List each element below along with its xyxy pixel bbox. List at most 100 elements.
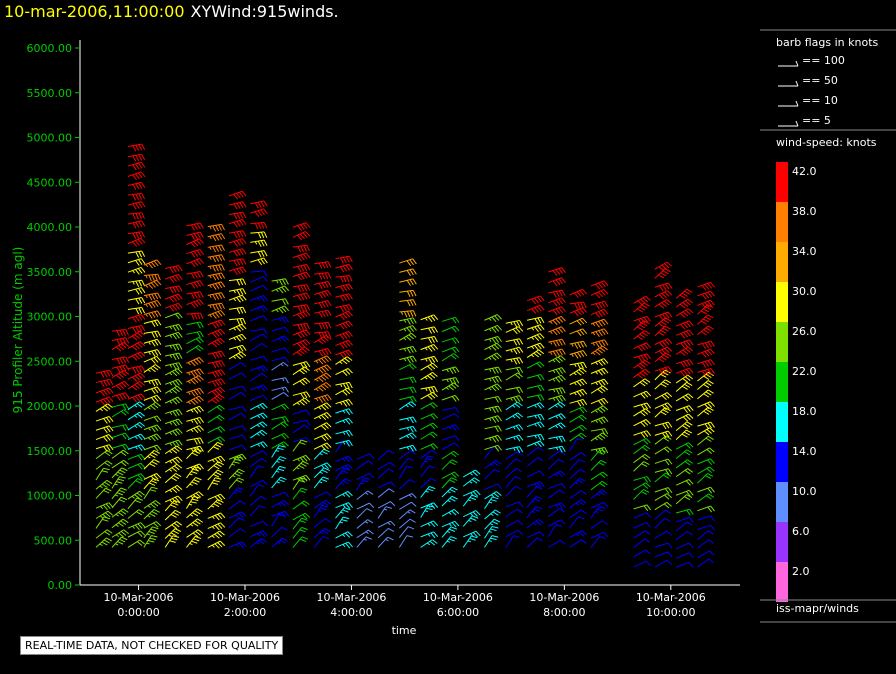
wind-barb	[526, 374, 545, 381]
wind-barb	[207, 404, 225, 414]
wind-barb	[164, 368, 183, 377]
wind-barb	[207, 530, 225, 539]
wind-barb	[420, 422, 438, 431]
wind-barb	[484, 509, 501, 520]
wind-barb	[420, 455, 435, 469]
wind-barb	[569, 414, 587, 423]
wind-barb	[165, 362, 183, 370]
wind-barb	[484, 444, 502, 452]
wind-barb	[654, 338, 673, 348]
x-axis-label: time	[392, 624, 417, 637]
wind-barb	[127, 372, 146, 382]
wind-barb	[186, 345, 204, 354]
wind-barb	[484, 405, 502, 414]
wind-barb	[292, 391, 311, 399]
wind-barb	[228, 278, 247, 286]
wind-barb	[654, 261, 673, 272]
y-tick-label: 1000.00	[27, 490, 73, 503]
wind-barb	[526, 349, 545, 358]
wind-barb	[207, 264, 225, 272]
wind-barb	[111, 467, 128, 479]
wind-barb	[313, 518, 331, 528]
wind-barb	[399, 325, 417, 333]
wind-barb	[399, 346, 417, 354]
wind-barb	[143, 378, 162, 387]
wind-barb	[590, 428, 609, 435]
wind-barb	[548, 297, 566, 307]
wind-barb	[314, 331, 332, 339]
wind-barb	[186, 535, 202, 548]
wind-barb	[377, 527, 395, 539]
wind-barb	[313, 412, 332, 421]
wind-barb	[569, 438, 584, 452]
wind-barb	[111, 449, 129, 459]
wind-barb	[250, 239, 268, 247]
wind-barb	[292, 252, 311, 262]
wind-barb	[186, 291, 204, 300]
wind-barb	[697, 435, 714, 446]
wind-barb	[505, 508, 523, 518]
wind-barb	[356, 529, 374, 539]
wind-barb	[186, 258, 204, 268]
wind-barb	[633, 549, 651, 558]
wind-barb	[654, 282, 673, 292]
source-label: iss-mapr/winds	[776, 602, 859, 615]
wind-barb	[633, 342, 651, 352]
wind-barb	[250, 295, 268, 302]
wind-barb	[164, 418, 183, 427]
wind-barb	[633, 530, 651, 539]
y-tick-label: 1500.00	[27, 445, 73, 458]
wind-barb	[164, 521, 183, 530]
wind-barb	[127, 453, 146, 461]
wind-barb	[697, 458, 715, 466]
wind-barb	[335, 541, 353, 549]
wind-barb	[207, 522, 226, 531]
wind-barb	[590, 480, 608, 491]
wind-barb	[633, 390, 651, 399]
wind-barb	[111, 403, 130, 411]
wind-barb	[526, 295, 545, 305]
wind-barb	[548, 483, 566, 490]
wind-barb	[313, 536, 330, 548]
wind-barb	[335, 293, 353, 302]
wind-barb	[186, 336, 204, 345]
wind-barb	[292, 474, 311, 483]
wind-barb	[250, 250, 268, 258]
wind-barb	[484, 395, 502, 403]
wind-barb	[462, 469, 481, 478]
wind-barb	[292, 304, 311, 312]
speed-swatch	[776, 442, 788, 482]
wind-barb	[526, 316, 545, 325]
wind-barb	[675, 339, 694, 349]
wind-barb	[420, 539, 438, 548]
wind-barb	[335, 417, 353, 425]
y-tick-label: 3500.00	[27, 266, 73, 279]
wind-barb	[654, 487, 673, 494]
wind-barb	[548, 458, 565, 470]
wind-barb	[228, 425, 247, 432]
wind-barb	[127, 462, 146, 470]
wind-barb	[356, 453, 375, 460]
wind-barb	[250, 365, 268, 373]
wind-barb	[505, 366, 524, 374]
wind-barb	[313, 334, 332, 345]
wind-barb	[127, 306, 146, 315]
wind-barb	[95, 449, 113, 460]
wind-barb	[484, 314, 502, 323]
wind-barb	[271, 356, 290, 363]
wind-barb	[675, 494, 693, 505]
wind-barb	[505, 485, 522, 497]
wind-barb	[654, 311, 673, 321]
wind-barb	[228, 258, 247, 267]
wind-barb	[207, 469, 224, 481]
wind-barb	[697, 558, 715, 568]
wind-barb	[569, 301, 587, 310]
wind-barb	[250, 429, 268, 439]
wind-barb	[548, 539, 566, 548]
wind-barb	[441, 495, 458, 507]
wind-barb	[654, 517, 671, 529]
wind-barb	[399, 493, 417, 501]
wind-barb	[250, 231, 268, 239]
barb-legend-item: == 100	[778, 54, 845, 67]
wind-barb	[228, 317, 247, 325]
